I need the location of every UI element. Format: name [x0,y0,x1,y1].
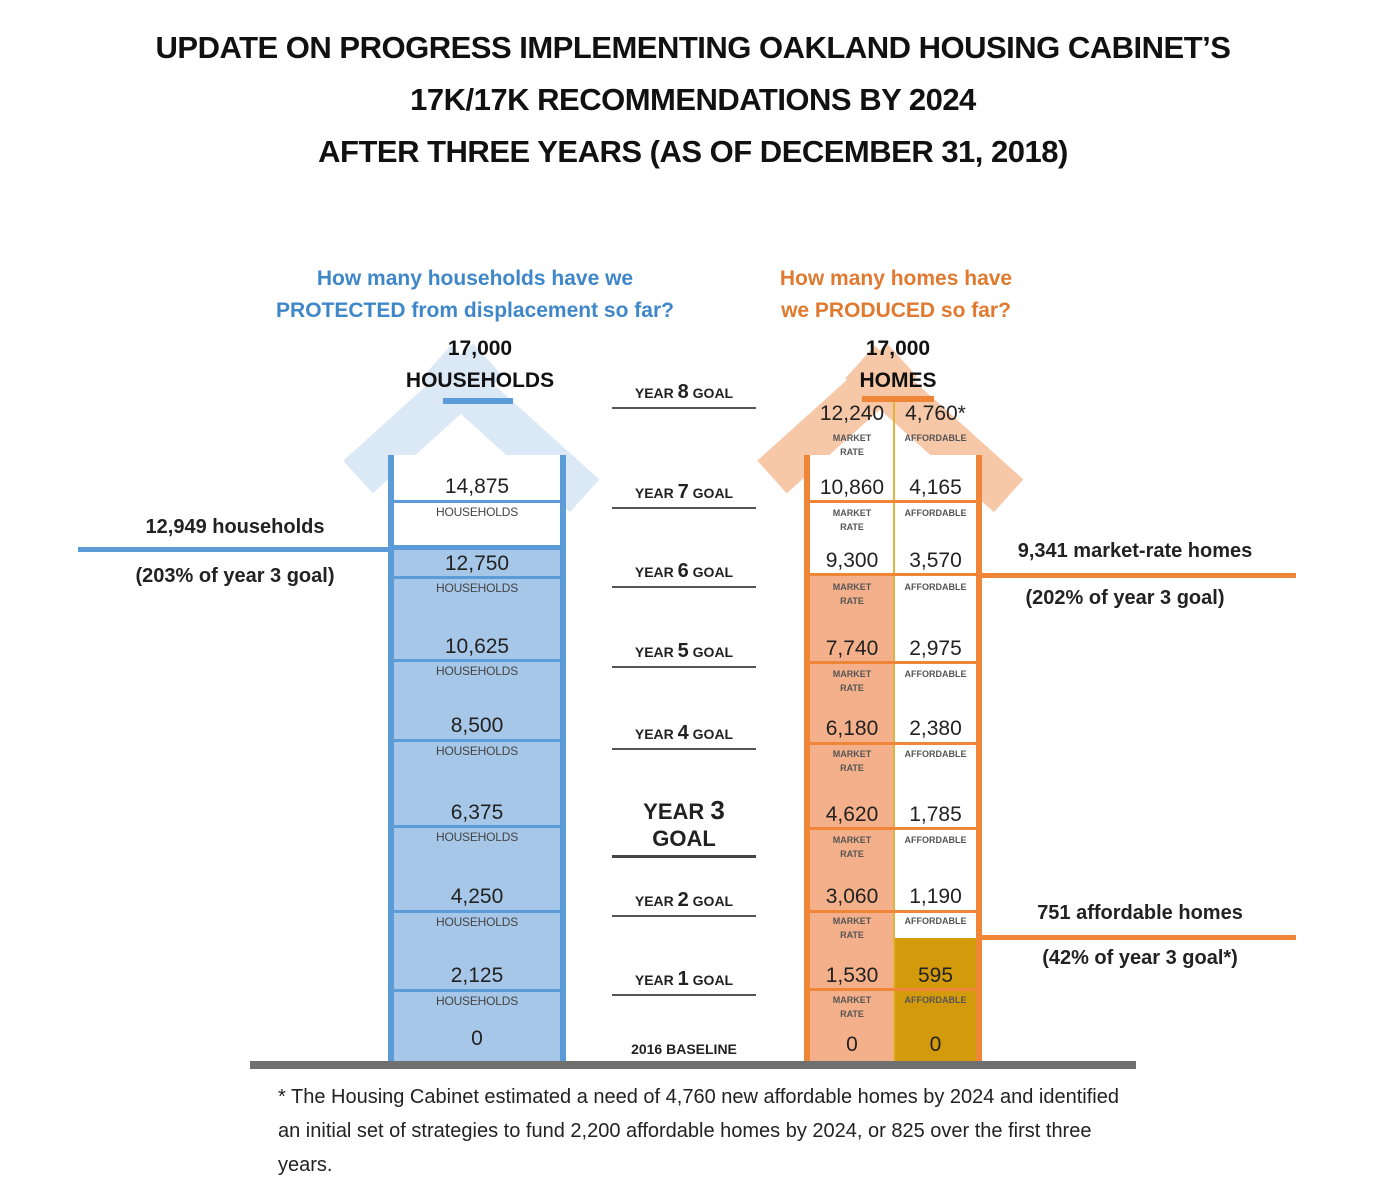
protected-question: How many households have we PROTECTED fr… [250,263,700,327]
affordable-level-year8: 4,760* [905,402,966,425]
households-level-year3: 6,375 [450,801,504,824]
title-line-3: AFTER THREE YEARS (AS OF DECEMBER 31, 20… [318,134,1068,169]
market-rate-progress-fill [810,573,894,1061]
households-unit-label: HOUSEHOLDS [435,505,519,519]
households-level-year5: 10,625 [444,635,510,658]
goal-year-3: YEAR 3 GOAL [612,795,756,858]
affordable-level-year4: 2,380 [909,717,962,740]
households-unit-label: HOUSEHOLDS [435,994,519,1008]
produced-question-line-1: How many homes have [779,267,1013,290]
market-rate-actual-pct: (202% of year 3 goal) [1025,587,1225,609]
homes-top-bar [862,396,934,402]
goal-year-6: YEAR 6 GOAL [612,560,756,588]
market-rate-label: MARKET RATE [832,749,872,773]
goal-year-4: YEAR 4 GOAL [612,722,756,750]
title-line-1: UPDATE ON PROGRESS IMPLEMENTING OAKLAND … [155,30,1231,65]
market-rate-label: MARKET RATE [832,995,872,1019]
households-top-bar [443,398,513,404]
affordable-level-year3: 1,785 [909,803,962,826]
page-title: UPDATE ON PROGRESS IMPLEMENTING OAKLAND … [0,22,1386,178]
households-progress-fill [394,547,560,1061]
affordable-label: AFFORDABLE [904,508,967,518]
affordable-actual-pct: (42% of year 3 goal*) [1042,947,1238,969]
goal-year-1: YEAR 1 GOAL [612,968,756,996]
market-level-year4: 6,180 [825,717,879,740]
footnote: * The Housing Cabinet estimated a need o… [278,1086,1119,1176]
protected-question-line-2: PROTECTED from displacement so far? [276,299,674,322]
households-column: 14,875 HOUSEHOLDS 12,750 HOUSEHOLDS 10,6… [388,455,566,1061]
homes-column-divider [893,402,895,1062]
households-actual-line [78,547,390,552]
affordable-label: AFFORDABLE [904,916,967,926]
ground-line [250,1061,1136,1069]
market-rate-label: MARKET RATE [832,669,872,693]
goal-year-5: YEAR 5 GOAL [612,640,756,668]
market-level-year1: 1,530 [825,964,879,987]
market-rate-actual-line [976,573,1296,578]
households-total: 17,000 HOUSEHOLDS [380,333,580,397]
affordable-progress-fill [895,938,976,1061]
households-total-unit: HOUSEHOLDS [405,369,555,392]
households-total-value: 17,000 [447,337,513,360]
market-level-year5: 7,740 [825,637,879,660]
households-level-baseline: 0 [471,1027,483,1050]
households-level-year6: 12,750 [444,552,510,575]
affordable-label: AFFORDABLE [904,433,967,443]
households-level-year1: 2,125 [450,964,504,987]
affordable-actual-line [976,935,1296,940]
homes-total-unit: HOMES [859,369,937,392]
affordable-label: AFFORDABLE [904,582,967,592]
affordable-label: AFFORDABLE [904,669,967,679]
households-unit-label: HOUSEHOLDS [435,581,519,595]
goal-year-8: YEAR 8 GOAL [612,381,756,409]
title-line-2: 17K/17K RECOMMENDATIONS BY 2024 [410,82,976,117]
homes-total-value: 17,000 [865,337,931,360]
affordable-level-year5: 2,975 [909,637,962,660]
market-rate-label: MARKET RATE [832,835,872,859]
homes-total: 17,000 HOMES [798,333,998,397]
market-level-baseline: 0 [846,1033,858,1056]
households-level-year2: 4,250 [450,885,504,908]
protected-question-line-1: How many households have we [316,267,634,290]
produced-question-line-2: we PRODUCED so far? [781,299,1011,322]
market-level-year3: 4,620 [825,803,879,826]
households-actual-value: 12,949 households [145,516,325,538]
affordable-label: AFFORDABLE [904,835,967,845]
market-level-year8: 12,240 [819,402,885,425]
market-rate-label: MARKET RATE [832,508,872,532]
households-unit-label: HOUSEHOLDS [435,744,519,758]
affordable-level-year1: 595 [917,964,954,987]
market-rate-label: MARKET RATE [832,582,872,606]
households-unit-label: HOUSEHOLDS [435,830,519,844]
affordable-actual-value: 751 affordable homes [1037,902,1243,924]
affordable-level-baseline: 0 [929,1033,942,1056]
market-rate-actual-value: 9,341 market-rate homes [1017,540,1253,562]
goal-year-2: YEAR 2 GOAL [612,889,756,917]
goal-year-7: YEAR 7 GOAL [612,481,756,509]
goal-baseline: 2016 BASELINE [631,1041,737,1057]
affordable-label: AFFORDABLE [904,749,967,759]
affordable-label: AFFORDABLE [904,995,967,1005]
households-unit-label: HOUSEHOLDS [435,915,519,929]
market-rate-label: MARKET RATE [832,916,872,940]
market-rate-label: MARKET RATE [832,433,872,457]
households-unit-label: HOUSEHOLDS [435,664,519,678]
affordable-level-year6: 3,570 [909,549,962,572]
market-level-year6: 9,300 [825,549,879,572]
affordable-level-year2: 1,190 [909,885,962,908]
produced-question: How many homes have we PRODUCED so far? [746,263,1046,327]
households-level-year7: 14,875 [444,475,510,498]
households-level-year4: 8,500 [450,714,504,737]
market-level-year2: 3,060 [825,885,879,908]
affordable-level-year7: 4,165 [909,476,962,499]
households-actual-line-inner [390,545,560,550]
households-actual-pct: (203% of year 3 goal) [135,565,335,587]
market-level-year7: 10,860 [819,476,885,499]
